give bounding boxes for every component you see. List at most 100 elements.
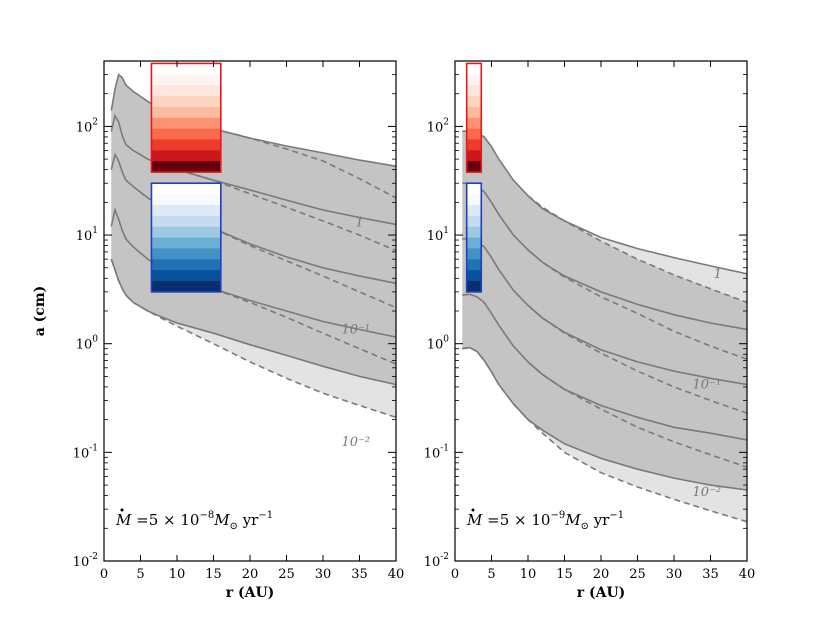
colorbar-blue-cell [151,183,221,195]
colorbar-red-cell [151,117,221,130]
y-tick-base: 10 [427,229,444,244]
colorbar-red-cell [466,150,482,162]
annotation-year: yr [238,511,259,529]
curve-label: 10⁻¹ [693,378,722,393]
colorbar-blue-cell [466,248,482,260]
annotation-exponent: −9 [550,510,565,521]
lower-dashed-envelope [462,346,747,523]
x-tick-label: 40 [388,567,405,582]
colorbar-red-cell [151,96,221,108]
y-tick-exp: 1 [92,226,98,236]
annotation-coefficient: =5 × 10 [131,511,199,529]
annotation-exponent: −8 [199,510,214,521]
colorbar-blue-cell [466,226,482,239]
colorbar-red-cell [466,117,482,130]
colorbar-blue-cell [466,281,482,293]
colorbar-red-cell [466,161,482,173]
annotation-sun-symbol: ⊙ [230,521,238,532]
inner-band [462,130,747,491]
y-tick-base: 10 [424,555,441,570]
y-tick-exp: 2 [443,117,449,127]
colorbar-red-cell [466,85,482,97]
curve-label: 10⁻² [693,485,722,500]
colorbar-blue-cell [151,281,221,293]
x-tick-label: 25 [278,567,295,582]
y-tick-label: 10-1 [73,443,98,461]
x-tick-label: 10 [169,567,186,582]
plot-area-right [462,129,747,523]
y-tick-label: 102 [76,117,98,135]
y-tick-base: 10 [76,229,93,244]
accretion-rate-annotation: M =5 × 10−8M⊙ yr−1 [115,510,273,532]
colorbar-blue-cell [151,215,221,228]
colorbar-red [150,62,222,173]
colorbar-blue-cell [466,183,482,195]
x-axis-title: r (AU) [577,585,626,601]
y-tick-base: 10 [424,446,441,461]
mdot-symbol: M [115,511,132,529]
y-tick-label: 102 [427,117,449,135]
x-tick-label: 20 [242,567,259,582]
y-tick-label: 10-1 [424,443,449,461]
colorbar-red [465,62,483,173]
curve-label: 1 [355,216,363,231]
x-tick-label: 35 [702,567,719,582]
y-tick-exp: 2 [92,117,98,127]
colorbar-blue-cell [151,248,221,260]
colorbar-red-cell [466,128,482,141]
colorbar-red-cell [151,150,221,162]
colorbar-blue-cell [466,215,482,228]
dashed-curve-2 [527,249,747,360]
annotation-year: yr [589,511,610,529]
annotation-year-exponent: −1 [609,510,624,521]
y-tick-exp: 0 [443,335,449,345]
x-tick-label: 5 [136,567,144,582]
y-tick-exp: -1 [89,443,98,453]
colorbar-red-cell [466,106,482,119]
mdot-symbol: M [466,511,483,529]
y-tick-label: 10-2 [424,552,449,570]
colorbar-blue-cell [151,204,221,217]
x-tick-label: 10 [520,567,537,582]
colorbar-blue-cell [466,259,482,271]
dashed-curve-4 [527,361,747,468]
colorbar-red-cell [151,161,221,173]
dashed-curve-2 [176,168,396,252]
colorbar-red-cell [466,74,482,86]
colorbar-blue-cell [466,270,482,282]
y-tick-label: 101 [427,226,449,244]
x-tick-label: 35 [351,567,368,582]
annotation-mass-unit: M [213,511,230,529]
y-tick-label: 101 [76,226,98,244]
colorbar-red-cell [151,74,221,86]
y-tick-base: 10 [73,446,90,461]
colorbar-blue-cell [466,237,482,250]
y-tick-base: 10 [73,555,90,570]
annotation-coefficient: =5 × 10 [482,511,550,529]
curve-label: 10⁻² [342,435,371,450]
x-tick-label: 30 [315,567,332,582]
y-tick-exp: -1 [440,443,449,453]
x-tick-label: 15 [556,567,573,582]
colorbar-blue-cell [151,270,221,282]
lower-dashed-envelope [110,258,396,419]
colorbar-red-cell [151,139,221,151]
y-tick-base: 10 [427,120,444,135]
curve-label: 10⁻¹ [342,323,371,338]
annotation-mass-unit: M [564,511,581,529]
y-tick-exp: 1 [443,226,449,236]
y-tick-base: 10 [76,338,93,353]
y-tick-label: 10-2 [73,552,98,570]
colorbar-blue [150,182,222,293]
colorbar-blue-cell [151,259,221,271]
y-tick-base: 10 [427,338,444,353]
y-tick-label: 100 [76,335,99,353]
y-axis-title: a (cm) [32,286,48,337]
y-tick-exp: 0 [92,335,98,345]
colorbar-blue-cell [466,194,482,206]
x-tick-label: 15 [205,567,222,582]
x-tick-label: 5 [487,567,495,582]
colorbar-red-cell [151,128,221,141]
curve-label: 1 [714,267,722,282]
